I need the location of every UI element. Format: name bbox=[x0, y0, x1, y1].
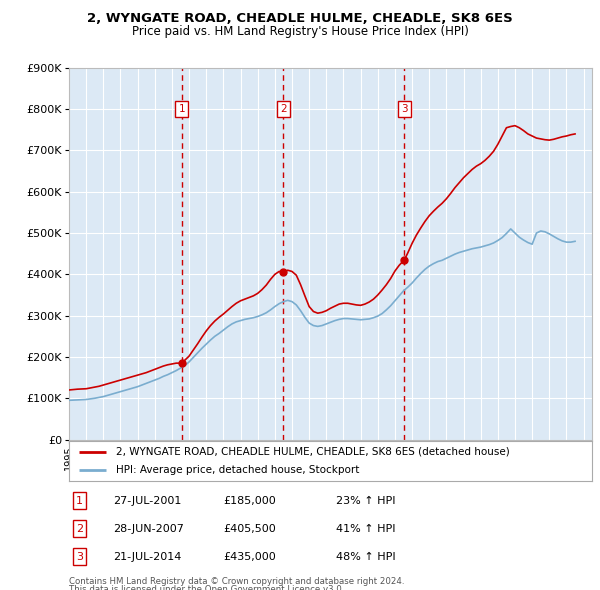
Text: 28-JUN-2007: 28-JUN-2007 bbox=[113, 524, 184, 533]
Text: Contains HM Land Registry data © Crown copyright and database right 2024.: Contains HM Land Registry data © Crown c… bbox=[69, 577, 404, 586]
Text: 2, WYNGATE ROAD, CHEADLE HULME, CHEADLE, SK8 6ES: 2, WYNGATE ROAD, CHEADLE HULME, CHEADLE,… bbox=[87, 12, 513, 25]
Text: 1: 1 bbox=[76, 496, 83, 506]
Text: HPI: Average price, detached house, Stockport: HPI: Average price, detached house, Stoc… bbox=[116, 465, 359, 475]
Text: 2: 2 bbox=[76, 524, 83, 533]
Text: 2, WYNGATE ROAD, CHEADLE HULME, CHEADLE, SK8 6ES (detached house): 2, WYNGATE ROAD, CHEADLE HULME, CHEADLE,… bbox=[116, 447, 510, 457]
Text: 23% ↑ HPI: 23% ↑ HPI bbox=[336, 496, 395, 506]
Text: 1: 1 bbox=[178, 104, 185, 114]
Text: 3: 3 bbox=[76, 552, 83, 562]
Text: 21-JUL-2014: 21-JUL-2014 bbox=[113, 552, 182, 562]
Text: £405,500: £405,500 bbox=[223, 524, 276, 533]
Text: 41% ↑ HPI: 41% ↑ HPI bbox=[336, 524, 395, 533]
Text: 2: 2 bbox=[280, 104, 287, 114]
Text: £185,000: £185,000 bbox=[223, 496, 276, 506]
Text: £435,000: £435,000 bbox=[223, 552, 276, 562]
Text: 27-JUL-2001: 27-JUL-2001 bbox=[113, 496, 182, 506]
Text: Price paid vs. HM Land Registry's House Price Index (HPI): Price paid vs. HM Land Registry's House … bbox=[131, 25, 469, 38]
Text: 3: 3 bbox=[401, 104, 407, 114]
Text: 48% ↑ HPI: 48% ↑ HPI bbox=[336, 552, 395, 562]
Text: This data is licensed under the Open Government Licence v3.0.: This data is licensed under the Open Gov… bbox=[69, 585, 344, 590]
